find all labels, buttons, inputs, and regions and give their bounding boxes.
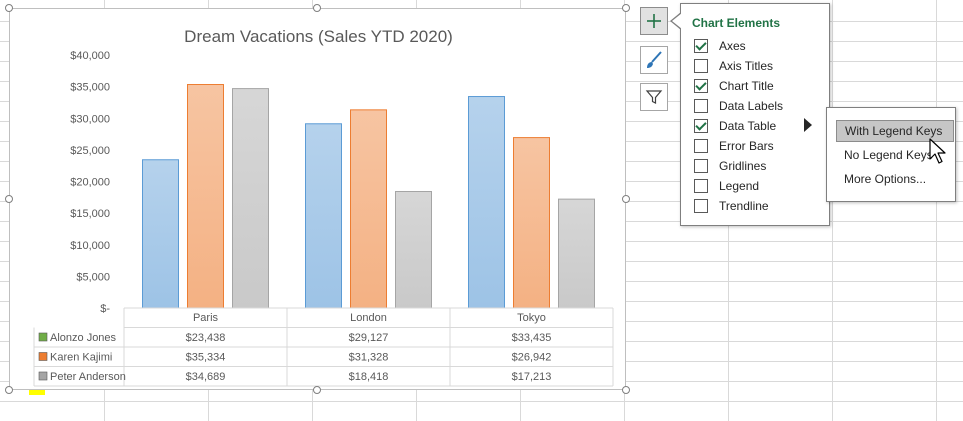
- axis-titles-checkbox[interactable]: [694, 59, 708, 73]
- chart-element-data-labels[interactable]: Data Labels: [694, 96, 826, 116]
- resize-handle-top-middle[interactable]: [313, 4, 321, 12]
- bar-peter-anderson-tokyo: [558, 198, 595, 309]
- series-name: Karen Kajimi: [50, 352, 112, 364]
- resize-handle-top-left[interactable]: [5, 4, 13, 12]
- plus-icon: [647, 14, 661, 28]
- legend-label: Legend: [719, 179, 760, 193]
- chart-elements-button[interactable]: [640, 7, 668, 35]
- y-tick-label: $40,000: [70, 50, 110, 62]
- resize-handle-middle-right[interactable]: [622, 195, 630, 203]
- y-tick-label: $-: [100, 303, 110, 315]
- submenu-item-with-legend-keys[interactable]: With Legend Keys: [836, 120, 954, 142]
- chart-area[interactable]: Dream Vacations (Sales YTD 2020) $- $5,00…: [9, 8, 626, 390]
- bar-alonzo-jones-paris: [142, 159, 179, 309]
- mouse-cursor-icon: [929, 138, 946, 164]
- gridlines-checkbox[interactable]: [694, 159, 708, 173]
- brush-icon: [647, 51, 662, 68]
- legend-key: [38, 371, 48, 381]
- chart-elements-panel: Chart Elements Axes Axis Titles Chart Titl…: [680, 3, 830, 226]
- resize-handle-bottom-left[interactable]: [5, 386, 13, 394]
- table-value: $31,328: [349, 352, 389, 364]
- chart-element-chart-title[interactable]: Chart Title: [694, 76, 826, 96]
- axis-titles-label: Axis Titles: [719, 59, 774, 73]
- panel-title: Chart Elements: [692, 16, 781, 30]
- data-table-grid: [33, 307, 614, 387]
- category-label: Tokyo: [517, 312, 546, 324]
- trendline-label: Trendline: [719, 199, 769, 213]
- series-name: Alonzo Jones: [50, 332, 117, 344]
- resize-handle-bottom-middle[interactable]: [313, 386, 321, 394]
- panel-pointer-fill: [672, 13, 682, 29]
- resize-handle-bottom-right[interactable]: [622, 386, 630, 394]
- resize-handle-top-right[interactable]: [622, 4, 630, 12]
- error-bars-label: Error Bars: [719, 139, 774, 153]
- data-labels-label: Data Labels: [719, 99, 784, 113]
- y-tick-label: $25,000: [70, 145, 110, 157]
- table-value: $29,127: [349, 332, 389, 344]
- chart-element-trendline[interactable]: Trendline: [694, 196, 826, 216]
- category-label: London: [350, 312, 387, 324]
- table-value: $35,334: [186, 352, 226, 364]
- y-tick-label: $10,000: [70, 240, 110, 252]
- legend-checkbox[interactable]: [694, 179, 708, 193]
- trendline-checkbox[interactable]: [694, 199, 708, 213]
- chart-element-axes[interactable]: Axes: [694, 36, 826, 56]
- series-name: Peter Anderson: [50, 371, 126, 383]
- category-label: Paris: [193, 312, 219, 324]
- table-value: $17,213: [512, 371, 552, 383]
- chart-element-axis-titles[interactable]: Axis Titles: [694, 56, 826, 76]
- axes-checkbox[interactable]: [694, 39, 708, 53]
- bar-peter-anderson-london: [395, 191, 432, 309]
- chart-title[interactable]: Dream Vacations (Sales YTD 2020): [184, 27, 453, 46]
- table-value: $34,689: [186, 371, 226, 383]
- y-tick-label: $5,000: [76, 271, 110, 283]
- bar-alonzo-jones-tokyo: [468, 96, 505, 309]
- axes-label: Axes: [719, 39, 746, 53]
- bar-karen-kajimi-london: [350, 109, 387, 309]
- bar-alonzo-jones-london: [305, 123, 342, 309]
- funnel-icon: [645, 90, 663, 104]
- gridlines-label: Gridlines: [719, 159, 767, 173]
- legend-key: [38, 352, 48, 361]
- chart-title-checkbox[interactable]: [694, 79, 708, 93]
- submenu-item-no-legend-keys[interactable]: No Legend Keys: [844, 148, 933, 162]
- resize-handle-middle-left[interactable]: [5, 195, 13, 203]
- bar-peter-anderson-paris: [232, 88, 269, 309]
- chart-element-error-bars[interactable]: Error Bars: [694, 136, 826, 156]
- error-bars-checkbox[interactable]: [694, 139, 708, 153]
- table-value: $26,942: [512, 352, 552, 364]
- submenu-arrow-icon[interactable]: [804, 118, 812, 132]
- y-tick-label: $15,000: [70, 208, 110, 220]
- data-table-checkbox[interactable]: [694, 119, 708, 133]
- y-tick-label: $35,000: [70, 82, 110, 94]
- chart-styles-button[interactable]: [640, 46, 668, 74]
- chart-element-data-table[interactable]: Data Table: [694, 116, 826, 136]
- chart-title-label: Chart Title: [719, 79, 774, 93]
- bar-karen-kajimi-tokyo: [513, 137, 550, 309]
- data-labels-checkbox[interactable]: [694, 99, 708, 113]
- table-value: $23,438: [186, 332, 226, 344]
- y-tick-label: $20,000: [70, 177, 110, 189]
- table-value: $33,435: [512, 332, 552, 344]
- chart-plot: $- $5,000 $10,000 $15,000 $20,000 $25,000 $30,…: [33, 50, 614, 387]
- chart-element-gridlines[interactable]: Gridlines: [694, 156, 826, 176]
- data-table-label: Data Table: [719, 119, 777, 133]
- bar-karen-kajimi-paris: [187, 84, 224, 309]
- table-value: $18,418: [349, 371, 389, 383]
- y-tick-label: $30,000: [70, 113, 110, 125]
- chart-element-legend[interactable]: Legend: [694, 176, 826, 196]
- submenu-item-more-options[interactable]: More Options...: [844, 172, 927, 186]
- chart-filters-button[interactable]: [640, 83, 668, 111]
- legend-key: [38, 332, 48, 342]
